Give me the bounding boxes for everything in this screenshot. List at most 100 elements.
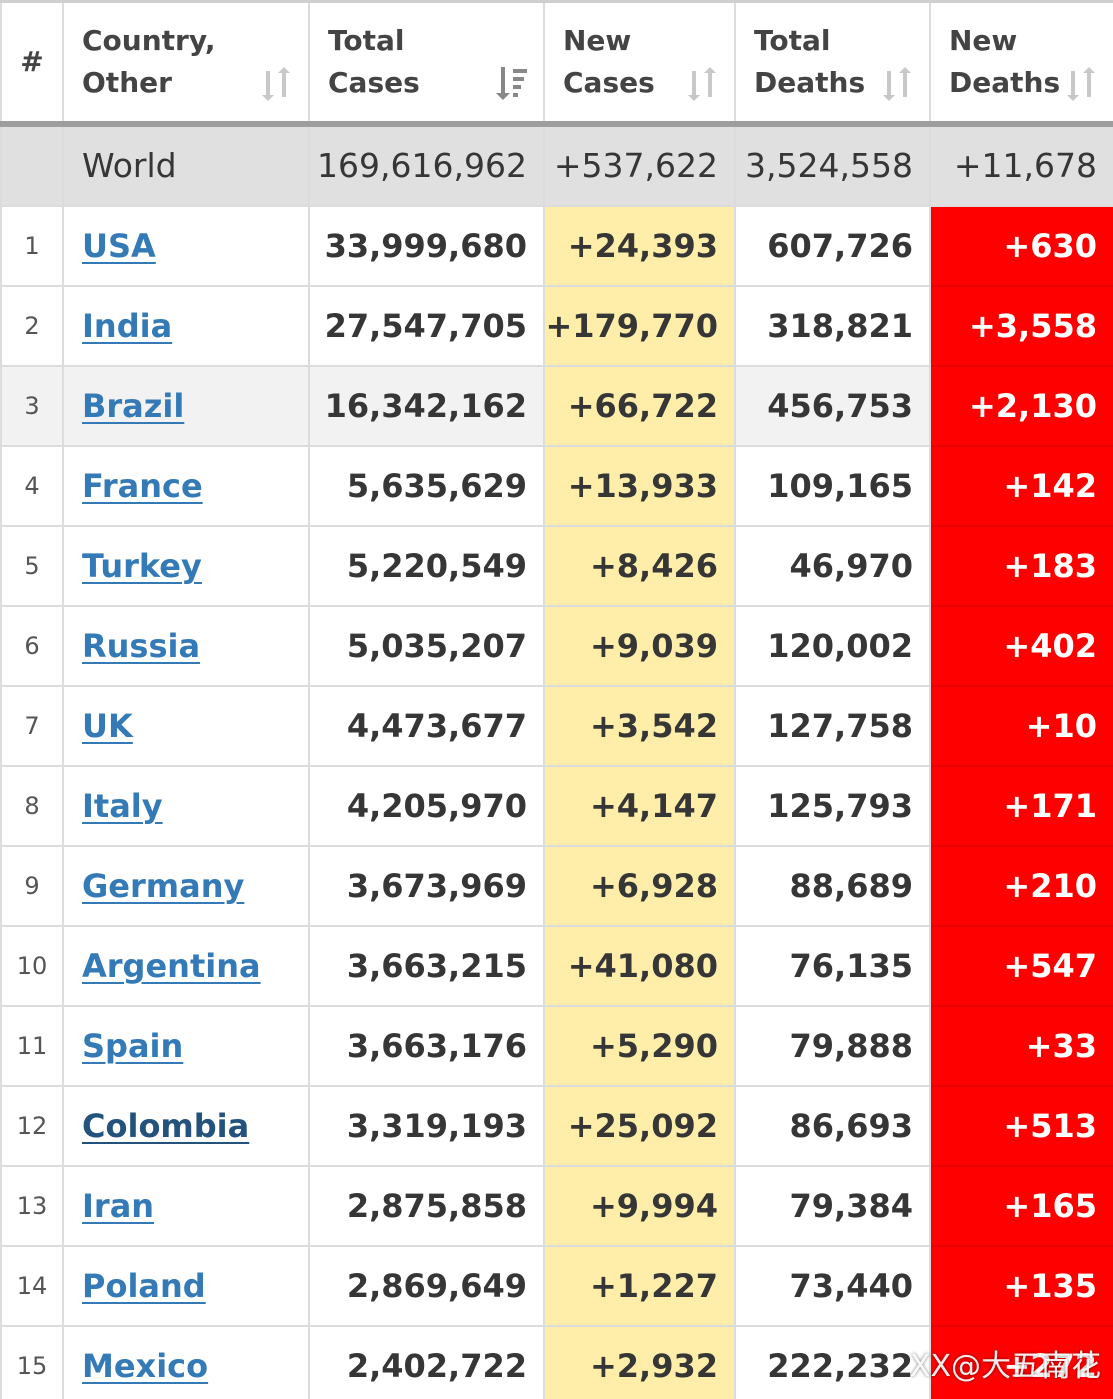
table-row: 4 France 5,635,629 +13,933 109,165 +142 (0, 444, 1113, 527)
new-cases-cell: +41,080 (543, 924, 736, 1007)
total-cases-cell: 2,402,722 (308, 1324, 545, 1399)
country-link[interactable]: France (82, 466, 203, 505)
country-cell: Poland (62, 1244, 310, 1327)
sort-descending-icon[interactable] (493, 65, 529, 101)
header-new-cases[interactable]: New Cases (543, 0, 736, 127)
total-cases-cell: 3,663,215 (308, 924, 545, 1007)
rank-cell: 4 (0, 444, 64, 527)
new-cases-cell: +8,426 (543, 524, 736, 607)
header-new-deaths[interactable]: New Deaths (929, 0, 1113, 127)
country-link[interactable]: Mexico (82, 1346, 209, 1385)
new-deaths-cell: +547 (929, 924, 1113, 1007)
country-link[interactable]: Turkey (82, 546, 202, 585)
country-link[interactable]: Brazil (82, 386, 185, 425)
rank-cell: 14 (0, 1244, 64, 1327)
total-cases-cell: 5,035,207 (308, 604, 545, 687)
country-link[interactable]: Italy (82, 786, 163, 825)
new-deaths-cell: +135 (929, 1244, 1113, 1327)
table-row: 8 Italy 4,205,970 +4,147 125,793 +171 (0, 764, 1113, 847)
sort-arrows-icon[interactable] (684, 65, 720, 101)
total-cases-cell: 27,547,705 (308, 284, 545, 367)
rank-cell: 2 (0, 284, 64, 367)
total-deaths-cell: 127,758 (734, 684, 931, 767)
country-link[interactable]: Spain (82, 1026, 184, 1065)
total-cases-cell: 4,473,677 (308, 684, 545, 767)
new-cases-cell: +6,928 (543, 844, 736, 927)
table-row: 10 Argentina 3,663,215 +41,080 76,135 +547 (0, 924, 1113, 1007)
new-cases-cell: +9,039 (543, 604, 736, 687)
sort-arrows-icon[interactable] (258, 65, 294, 101)
world-label: World (62, 122, 310, 207)
country-cell: Iran (62, 1164, 310, 1247)
header-new-cases-label: New Cases (563, 23, 655, 99)
new-deaths-cell: +165 (929, 1164, 1113, 1247)
country-link[interactable]: India (82, 306, 173, 345)
total-cases-cell: 3,319,193 (308, 1084, 545, 1167)
header-row: # Country, Other Total Cases New Cases (0, 0, 1113, 127)
header-total-cases-label: Total Cases (328, 23, 420, 99)
country-link[interactable]: UK (82, 706, 133, 745)
country-cell: Argentina (62, 924, 310, 1007)
table-row: 9 Germany 3,673,969 +6,928 88,689 +210 (0, 844, 1113, 927)
world-new-cases: +537,622 (543, 122, 736, 207)
new-deaths-cell: +183 (929, 524, 1113, 607)
total-cases-cell: 3,673,969 (308, 844, 545, 927)
total-deaths-cell: 76,135 (734, 924, 931, 1007)
header-country-label: Country, Other (82, 23, 216, 99)
new-deaths-cell: +2,130 (929, 364, 1113, 447)
new-deaths-cell: +10 (929, 684, 1113, 767)
new-cases-cell: +3,542 (543, 684, 736, 767)
new-deaths-cell: +142 (929, 444, 1113, 527)
header-rank[interactable]: # (0, 0, 64, 127)
total-deaths-cell: 120,002 (734, 604, 931, 687)
country-link[interactable]: USA (82, 226, 156, 265)
header-country[interactable]: Country, Other (62, 0, 310, 127)
country-link[interactable]: Germany (82, 866, 245, 905)
total-deaths-cell: 79,384 (734, 1164, 931, 1247)
rank-cell: 10 (0, 924, 64, 1007)
header-total-deaths[interactable]: Total Deaths (734, 0, 931, 127)
country-link[interactable]: Poland (82, 1266, 206, 1305)
country-cell: Colombia (62, 1084, 310, 1167)
country-link[interactable]: Colombia (82, 1106, 250, 1145)
rank-cell: 11 (0, 1004, 64, 1087)
country-link[interactable]: Russia (82, 626, 201, 665)
new-deaths-cell: +171 (929, 764, 1113, 847)
new-cases-cell: +5,290 (543, 1004, 736, 1087)
new-cases-cell: +1,227 (543, 1244, 736, 1327)
total-cases-cell: 5,635,629 (308, 444, 545, 527)
sort-arrows-icon[interactable] (1063, 65, 1099, 101)
rank-cell: 1 (0, 204, 64, 287)
table-row: 12 Colombia 3,319,193 +25,092 86,693 +513 (0, 1084, 1113, 1167)
country-link[interactable]: Iran (82, 1186, 155, 1225)
country-cell: Brazil (62, 364, 310, 447)
country-cell: India (62, 284, 310, 367)
new-cases-cell: +179,770 (543, 284, 736, 367)
new-deaths-cell: +630 (929, 204, 1113, 287)
header-total-deaths-label: Total Deaths (754, 23, 866, 99)
sort-arrows-icon[interactable] (879, 65, 915, 101)
new-deaths-cell: +3,558 (929, 284, 1113, 367)
table-row: 13 Iran 2,875,858 +9,994 79,384 +165 (0, 1164, 1113, 1247)
new-cases-cell: +2,932 (543, 1324, 736, 1399)
country-cell: Italy (62, 764, 310, 847)
new-deaths-cell: +402 (929, 604, 1113, 687)
rank-cell: 8 (0, 764, 64, 847)
rank-cell: 7 (0, 684, 64, 767)
country-cell: UK (62, 684, 310, 767)
total-cases-cell: 16,342,162 (308, 364, 545, 447)
new-deaths-cell: +33 (929, 1004, 1113, 1087)
watermark: XX@大五南花 (909, 1349, 1101, 1384)
rank-cell: 13 (0, 1164, 64, 1247)
country-cell: Mexico (62, 1324, 310, 1399)
rank-cell: 12 (0, 1084, 64, 1167)
world-rank-cell (0, 122, 64, 207)
country-link[interactable]: Argentina (82, 946, 261, 985)
rank-cell: 3 (0, 364, 64, 447)
country-cell: Turkey (62, 524, 310, 607)
new-cases-cell: +66,722 (543, 364, 736, 447)
header-total-cases[interactable]: Total Cases (308, 0, 545, 127)
total-deaths-cell: 607,726 (734, 204, 931, 287)
new-cases-cell: +4,147 (543, 764, 736, 847)
